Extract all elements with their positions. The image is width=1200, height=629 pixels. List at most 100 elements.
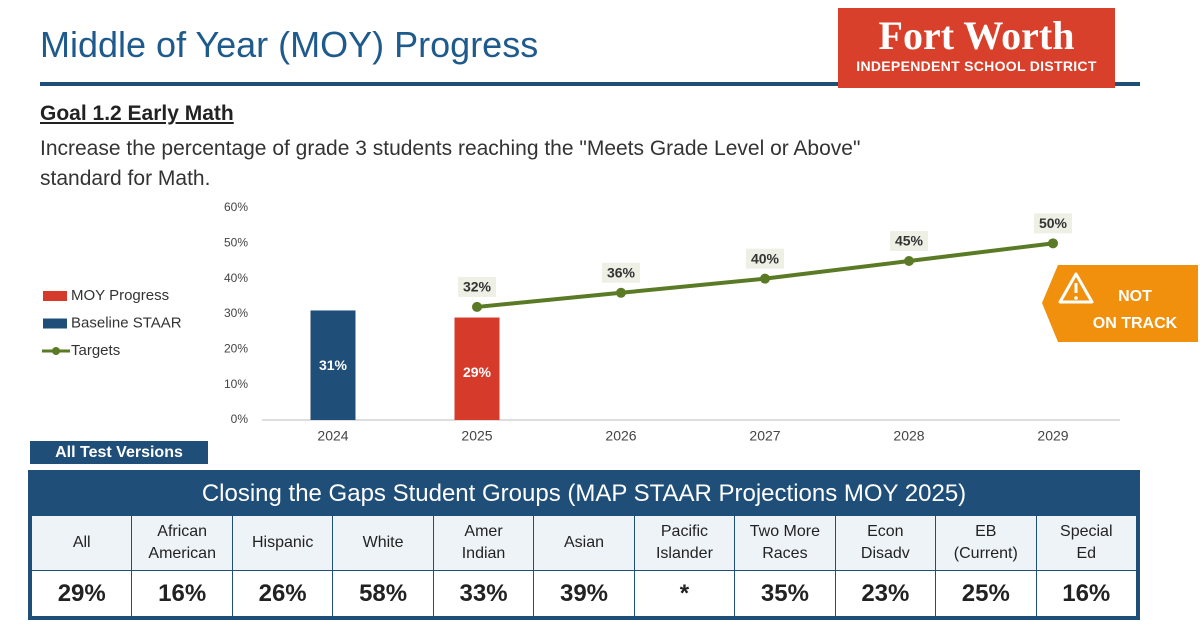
header-text: Econ: [867, 523, 904, 540]
label-bg: [602, 262, 640, 283]
header-cell: Two More Races: [735, 516, 835, 571]
bar: [310, 310, 356, 420]
title-rule: [40, 82, 1140, 86]
value-cell: 25%: [961, 580, 1010, 607]
header-text: Pacific: [660, 523, 708, 540]
table-column: All 29%: [32, 516, 132, 616]
header-text: Ed: [1076, 545, 1097, 562]
legend-swatch: [43, 291, 67, 301]
header-cell: African American: [132, 516, 232, 571]
y-tick-label: 40%: [224, 271, 248, 285]
logo: Fort Worth INDEPENDENT SCHOOL DISTRICT: [838, 8, 1115, 88]
value-cell: 26%: [258, 580, 307, 607]
table-column: Two More Races 35%: [734, 516, 835, 616]
table-column: Pacific Islander *: [633, 516, 735, 616]
value-cell: 29%: [57, 580, 106, 607]
value-cell: 33%: [459, 580, 508, 607]
value-cell: 16%: [158, 580, 207, 607]
header-cell: White: [333, 516, 433, 571]
y-tick-label: 30%: [224, 306, 248, 320]
header-text: Disadv: [860, 545, 910, 562]
header-text: Two More: [749, 523, 821, 540]
header-cell: EB (Current): [936, 516, 1036, 571]
goal-description: Increase the percentage of grade 3 stude…: [40, 134, 860, 194]
legend-item: Baseline STAAR: [43, 314, 182, 331]
logo-subtitle: INDEPENDENT SCHOOL DISTRICT: [856, 58, 1097, 74]
point: [616, 287, 626, 298]
legend-label: Baseline STAAR: [71, 314, 182, 331]
y-tick-label: 50%: [224, 236, 248, 250]
header-text: Hispanic: [251, 534, 314, 551]
data-label: 45%: [895, 233, 924, 249]
x-tick-label: 2026: [605, 428, 636, 444]
header-text: Indian: [461, 545, 506, 562]
value-cell: *: [679, 580, 690, 607]
legend-swatch: [52, 347, 60, 355]
table-column: African American 16%: [131, 516, 232, 616]
y-tick-label: 10%: [224, 377, 248, 391]
label-bg: [890, 231, 928, 251]
header-cell: Amer Indian: [433, 516, 534, 571]
header-text: All: [72, 534, 91, 551]
data-label: 29%: [463, 364, 492, 380]
table: Closing the Gaps Student Groups (MAP STA…: [28, 470, 1140, 620]
legend-label: MOY Progress: [71, 287, 169, 304]
x-tick-label: 2028: [893, 428, 924, 444]
header-text: Special: [1060, 523, 1113, 540]
table-column: EB (Current) 25%: [935, 516, 1036, 616]
legend-item: MOY Progress: [43, 287, 169, 304]
header-text: Races: [762, 545, 808, 562]
badge-text: NOT: [1118, 288, 1152, 305]
label-bg: [1034, 213, 1072, 234]
table-column: Hispanic 26%: [231, 516, 333, 616]
legend-label: Targets: [71, 342, 120, 359]
table-title: Closing the Gaps Student Groups (MAP STA…: [201, 480, 967, 507]
table-column: Amer Indian 33%: [432, 516, 534, 616]
x-tick-label: 2027: [749, 428, 780, 444]
header-text: Islander: [655, 545, 713, 562]
header-cell: Econ Disadv: [835, 516, 936, 571]
x-tick-label: 2024: [317, 428, 348, 444]
value-cell: 58%: [359, 580, 408, 607]
y-tick-label: 60%: [224, 200, 248, 214]
x-tick-label: 2025: [461, 428, 492, 444]
y-tick-label: 0%: [231, 412, 249, 426]
tag: All Test Versions: [30, 441, 208, 464]
table-column: White 58%: [332, 516, 433, 616]
table-grid: All 29% African American 16% Hispanic 26% White…: [32, 516, 1136, 616]
legend-item: Targets: [42, 342, 120, 359]
y-tick-label: 20%: [224, 342, 248, 356]
header-text: American: [148, 545, 216, 562]
table-column: Econ Disadv 23%: [834, 516, 936, 616]
x-tick-label: 2029: [1037, 428, 1068, 444]
logo-name: Fort Worth: [878, 13, 1075, 58]
label-bg: [458, 276, 496, 297]
header-cell: All: [32, 516, 132, 571]
goal-title: Goal 1.2 Early Math: [40, 102, 234, 125]
badge-text: ON TRACK: [1093, 315, 1178, 332]
header-cell: Pacific Islander: [634, 516, 735, 571]
table-column: Special Ed 16%: [1035, 516, 1136, 616]
header-text: EB: [975, 523, 997, 540]
header-cell: Hispanic: [232, 516, 333, 571]
header-text: Asian: [563, 534, 604, 551]
header-text: Amer: [464, 523, 503, 540]
value-cell: 39%: [559, 580, 609, 607]
data-label: 32%: [463, 279, 492, 295]
data-label: 50%: [1039, 215, 1068, 231]
value-cell: 23%: [861, 580, 910, 607]
header-text: (Current): [953, 545, 1018, 562]
data-label: 40%: [751, 250, 780, 266]
description-line: Increase the percentage of grade 3 stude…: [40, 137, 861, 160]
point: [760, 273, 770, 284]
header-cell: Asian: [534, 516, 634, 571]
slide-title: Middle of Year (MOY) Progress: [40, 24, 539, 65]
label-bg: [746, 248, 784, 269]
value-cell: 16%: [1062, 580, 1111, 607]
header-text: African: [157, 523, 208, 540]
data-label: 36%: [607, 265, 636, 281]
point: [904, 256, 914, 266]
description-line: standard for Math.: [40, 167, 211, 190]
